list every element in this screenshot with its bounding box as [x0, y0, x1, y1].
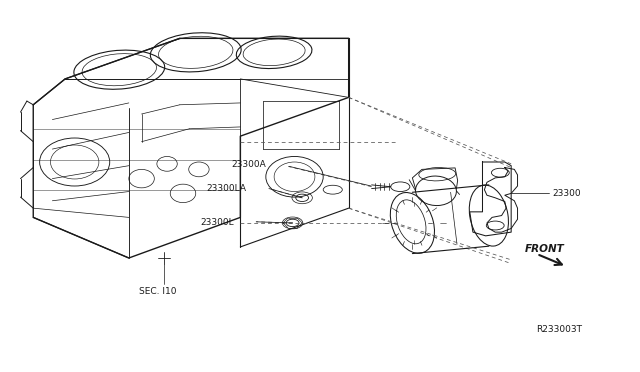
Text: 23300: 23300	[552, 189, 581, 198]
Text: FRONT: FRONT	[525, 244, 565, 254]
Text: 23300LA: 23300LA	[207, 184, 246, 193]
Text: R233003T: R233003T	[536, 325, 582, 334]
Text: 23300A: 23300A	[231, 160, 266, 170]
Text: 23300L: 23300L	[200, 218, 234, 227]
Text: SEC. I10: SEC. I10	[139, 287, 176, 296]
